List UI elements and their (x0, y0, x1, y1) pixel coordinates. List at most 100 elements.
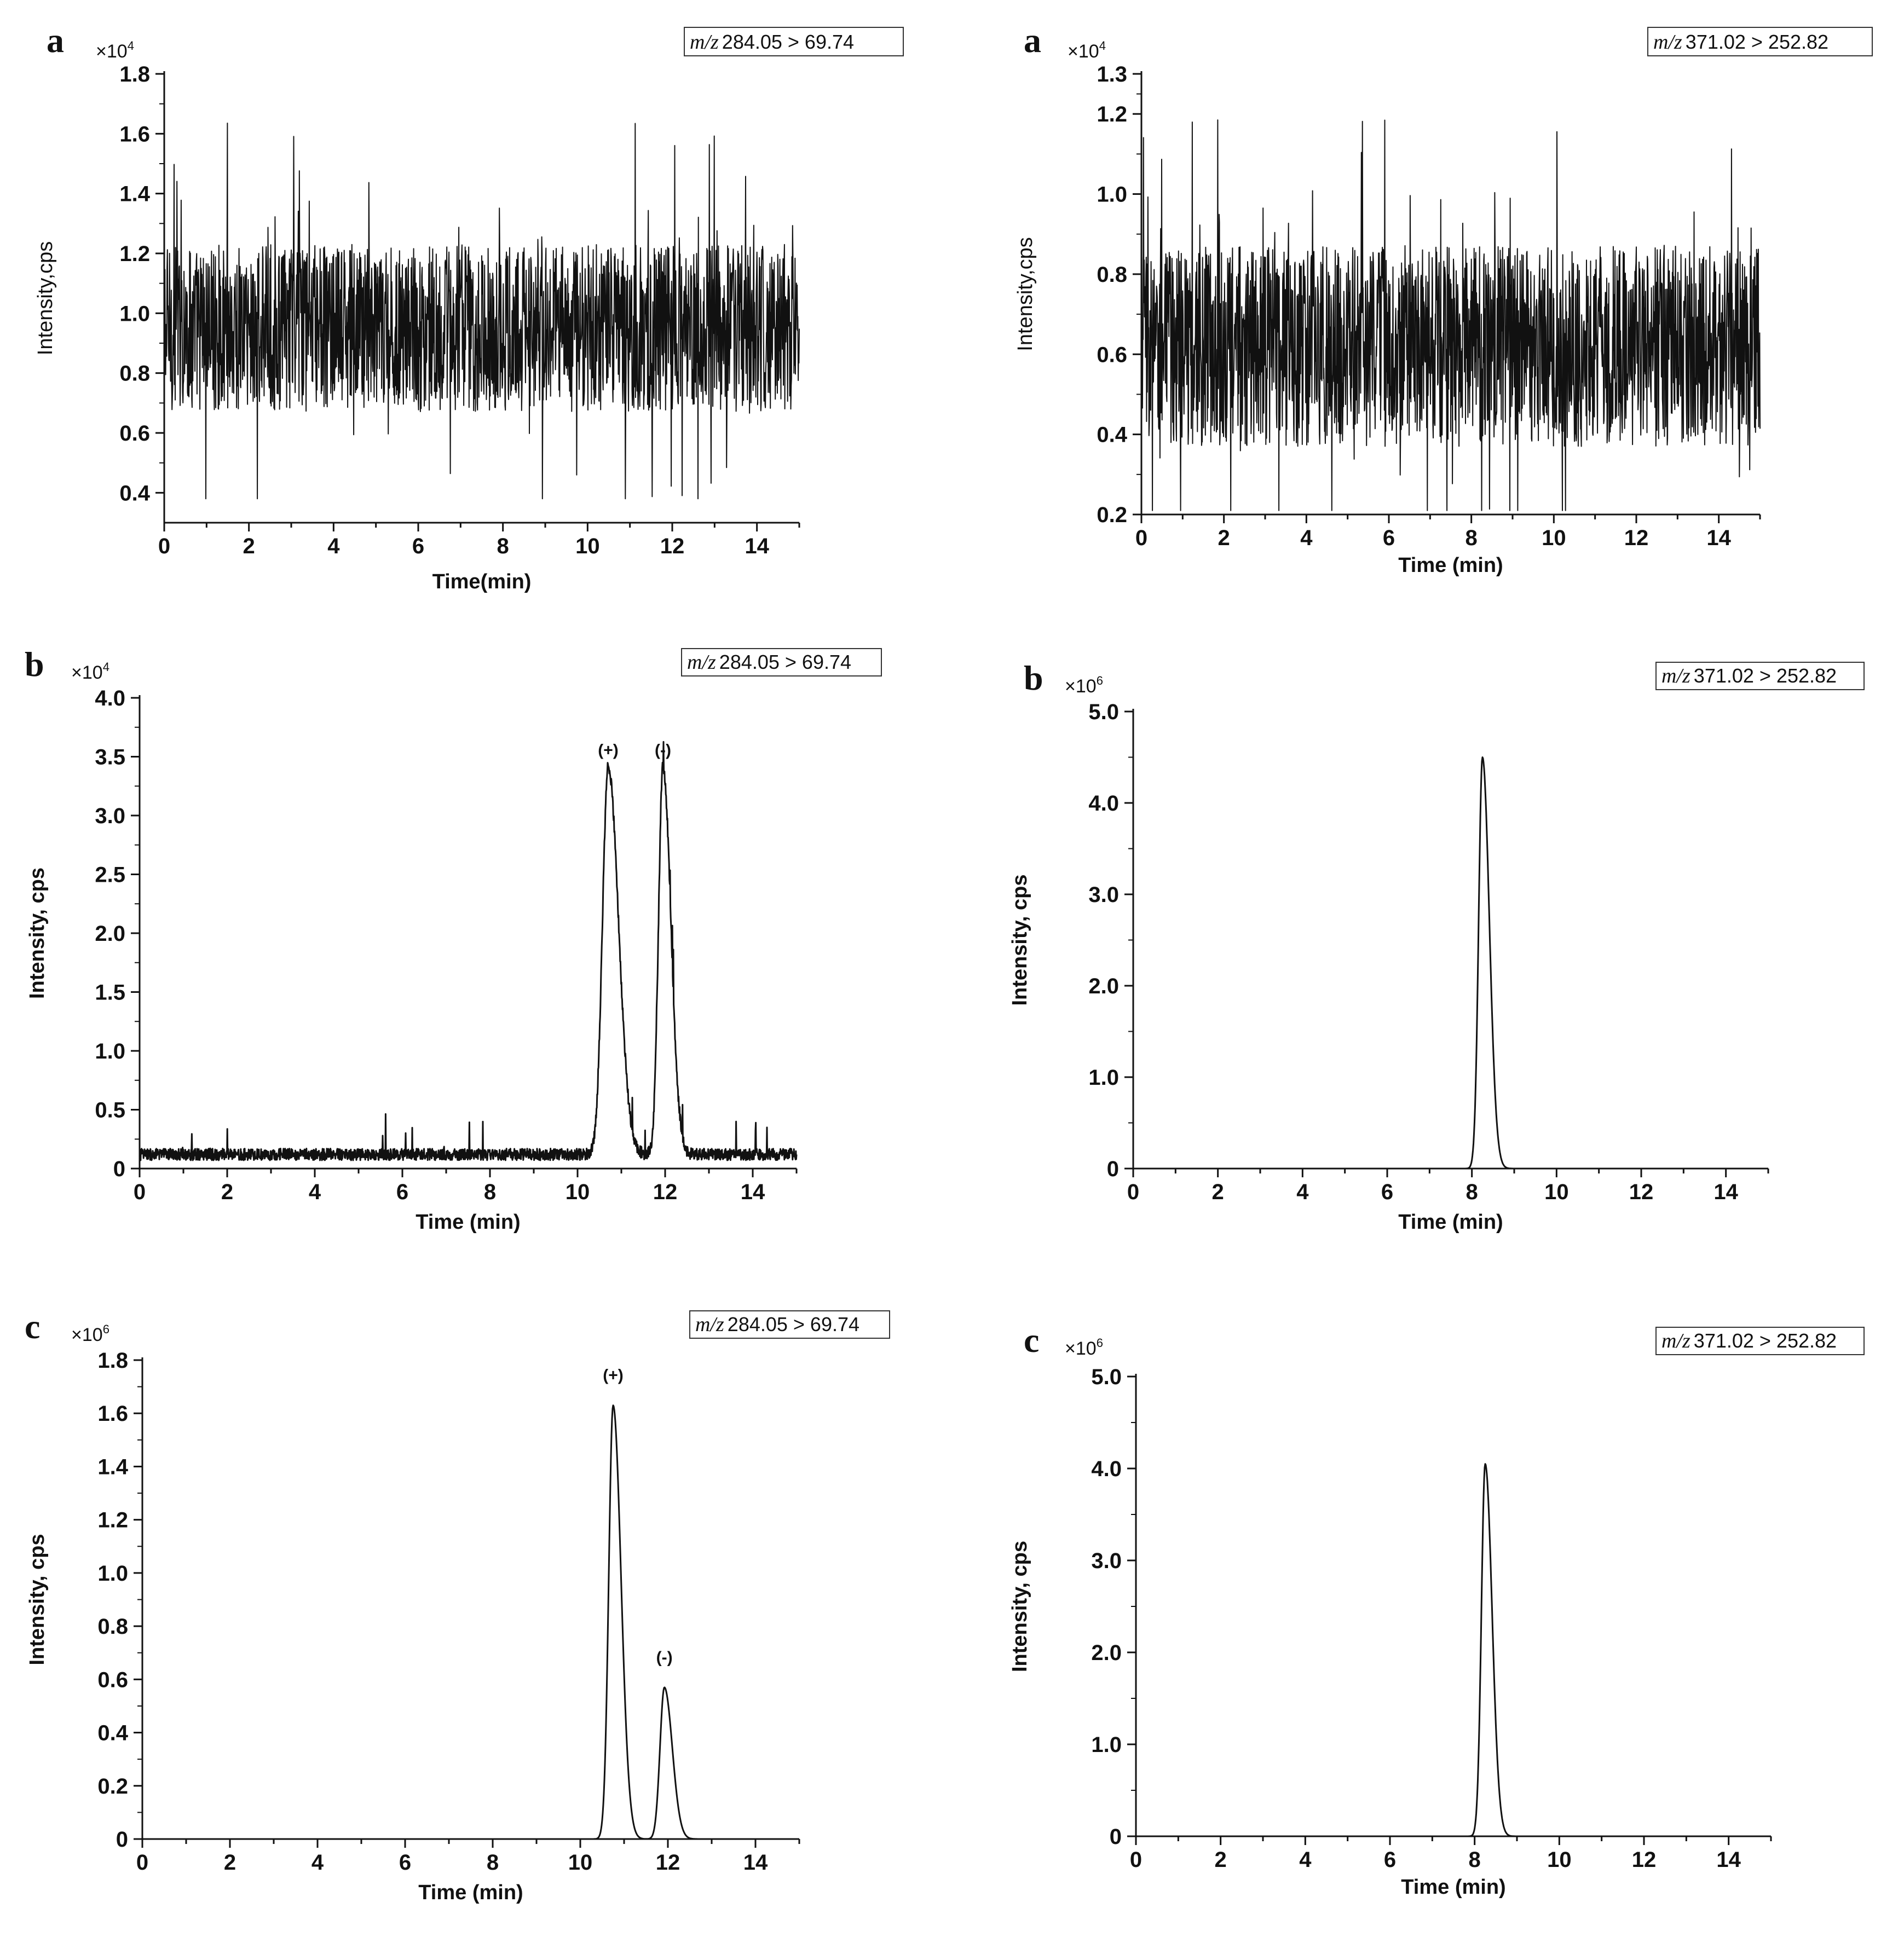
mz-prefix: m/z (1653, 31, 1682, 54)
y-multiplier: ×104 (71, 660, 109, 683)
mz-prefix: m/z (1661, 664, 1690, 687)
x-axis-label: Time (min) (1398, 1211, 1503, 1234)
x-tick-label: 4 (327, 534, 340, 558)
peak-label: (-) (655, 742, 671, 760)
x-tick-label: 14 (741, 1180, 765, 1204)
y-multiplier-exponent: 6 (103, 1322, 109, 1336)
transition-box (684, 27, 904, 56)
y-axis-label: Intensity, cps (26, 868, 49, 999)
x-axis-label: Time (min) (1401, 1876, 1505, 1899)
panel-letter: b (25, 645, 44, 684)
x-tick-label: 10 (1542, 526, 1566, 550)
x-tick-label: 14 (1716, 1848, 1741, 1872)
y-tick-label: 0.6 (119, 421, 150, 446)
y-tick-label: 2.5 (95, 863, 125, 887)
x-tick-label: 12 (656, 1851, 680, 1875)
x-tick-label: 10 (566, 1180, 590, 1204)
transition-label: m/z 371.02 > 252.82 (1661, 1329, 1837, 1352)
y-axis-label: Intensity,cps (1014, 237, 1037, 351)
panel-letter: a (47, 21, 64, 60)
x-axis-label: Time (min) (1398, 554, 1503, 577)
y-tick-label: 1.4 (97, 1455, 128, 1479)
x-tick-label: 6 (412, 534, 424, 558)
y-multiplier: ×104 (96, 39, 134, 62)
x-tick-label: 14 (743, 1851, 768, 1875)
y-tick-label: 0.6 (1097, 343, 1127, 367)
mz-prefix: m/z (690, 31, 719, 54)
x-tick-label: 0 (158, 534, 170, 558)
x-tick-label: 4 (1296, 1180, 1309, 1204)
y-tick-label: 1.2 (97, 1508, 128, 1533)
x-tick-label: 4 (309, 1180, 321, 1204)
x-tick-label: 2 (1212, 1180, 1224, 1204)
x-tick-label: 2 (1218, 526, 1230, 550)
y-tick-label: 3.0 (95, 804, 125, 828)
x-tick-label: 10 (1544, 1180, 1569, 1204)
y-tick-label: 0.6 (97, 1668, 128, 1692)
x-tick-label: 12 (653, 1180, 678, 1204)
x-tick-label: 8 (1469, 1848, 1481, 1872)
y-tick-label: 1.8 (97, 1349, 128, 1373)
panel-letter: c (1024, 1321, 1039, 1360)
x-axis-label: Time(min) (432, 570, 532, 593)
x-tick-label: 2 (224, 1851, 236, 1875)
y-tick-label: 4.0 (1088, 791, 1119, 816)
x-axis-label: Time (min) (416, 1211, 520, 1234)
peak-label: (+) (603, 1367, 624, 1385)
y-multiplier-exponent: 6 (1097, 1336, 1103, 1350)
transition-box (681, 648, 882, 676)
mz-prefix: m/z (687, 651, 716, 674)
y-tick-label: 4.0 (1091, 1457, 1122, 1481)
y-multiplier: ×106 (1065, 674, 1103, 697)
peak-label: (-) (656, 1649, 673, 1667)
x-tick-label: 2 (221, 1180, 233, 1204)
chart-panel-c-left: c ×106 m/z 284.05 > 69.74 0 2 4 6 8 10 12 14 0 0.2 0.4… (25, 1307, 890, 1904)
x-tick-label: 14 (745, 534, 769, 558)
x-tick-label: 12 (660, 534, 685, 558)
y-tick-label: 1.6 (97, 1402, 128, 1426)
transition-value: 284.05 > 69.74 (719, 651, 851, 673)
x-tick-label: 2 (243, 534, 255, 558)
y-tick-label: 0 (1107, 1157, 1119, 1181)
x-tick-label: 4 (311, 1851, 324, 1875)
y-tick-label: 3.0 (1091, 1549, 1122, 1573)
y-tick-label: 2.0 (1088, 974, 1119, 998)
panel-letter: a (1024, 21, 1041, 60)
y-tick-label: 1.0 (119, 302, 150, 326)
x-tick-label: 4 (1300, 526, 1313, 550)
x-tick-label: 8 (1465, 526, 1478, 550)
chromatogram-trace (142, 1404, 800, 1840)
x-tick-label: 8 (1466, 1180, 1478, 1204)
mz-prefix: m/z (1661, 1329, 1690, 1352)
x-tick-label: 2 (1215, 1848, 1227, 1872)
x-tick-label: 6 (396, 1180, 408, 1204)
y-tick-label: 0.4 (1097, 423, 1127, 447)
x-tick-label: 12 (1624, 526, 1649, 550)
y-multiplier-exponent: 4 (1099, 39, 1106, 53)
y-axis-label: Intensity, cps (1008, 874, 1031, 1005)
chromatogram-trace (164, 123, 800, 500)
panel-letter: c (25, 1307, 40, 1346)
transition-box (1647, 27, 1873, 56)
y-tick-label: 3.0 (1088, 883, 1119, 907)
transition-label: m/z 284.05 > 69.74 (690, 31, 854, 54)
x-tick-label: 14 (1706, 526, 1731, 550)
y-tick-label: 5.0 (1091, 1365, 1122, 1389)
transition-label: m/z 284.05 > 69.74 (687, 651, 851, 674)
transition-label: m/z 371.02 > 252.82 (1661, 664, 1837, 687)
y-tick-label: 1.0 (97, 1562, 128, 1586)
y-tick-label: 1.2 (119, 242, 150, 266)
chart-panel-c-right: c ×106 m/z 371.02 > 252.82 0 2 4 6 8 10 12 14 0 1.0 2.… (1008, 1321, 1865, 1899)
transition-value: 284.05 > 69.74 (722, 31, 854, 53)
y-tick-label: 1.5 (95, 981, 125, 1005)
y-axis-label: Intensity, cps (1008, 1541, 1031, 1672)
y-axis-label: Intensity,cps (34, 241, 57, 355)
x-tick-label: 0 (1130, 1848, 1142, 1872)
x-axis-label: Time (min) (418, 1881, 523, 1904)
x-tick-label: 10 (575, 534, 600, 558)
y-tick-label: 2.0 (95, 922, 125, 946)
x-tick-label: 4 (1299, 1848, 1312, 1872)
y-multiplier-exponent: 4 (103, 660, 109, 674)
transition-value: 371.02 > 252.82 (1686, 31, 1828, 53)
